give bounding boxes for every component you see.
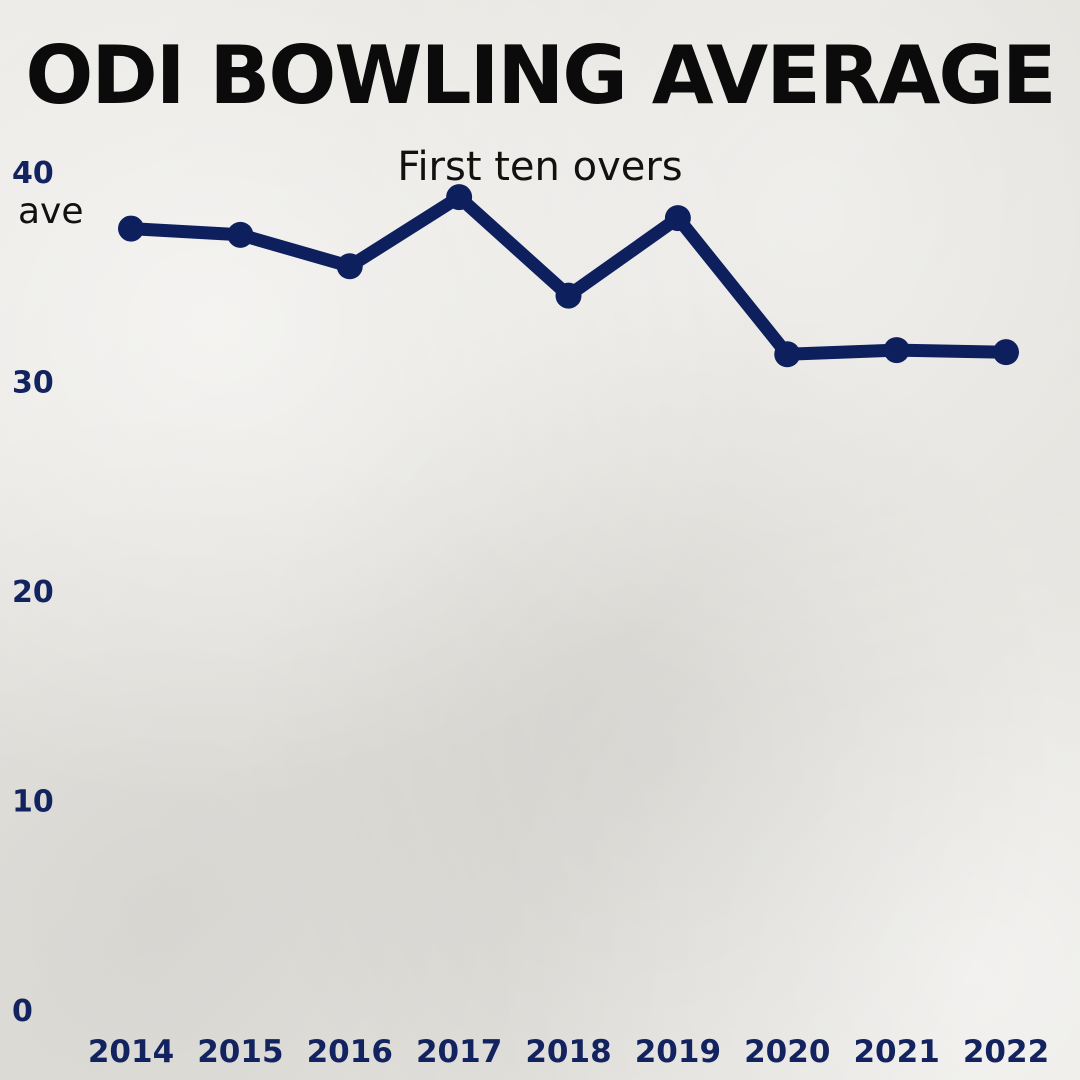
data-point-2014 [118,215,144,242]
x-tick-label: 2021 [853,1034,939,1070]
chart-title: ODI BOWLING AVERAGE [25,29,1056,122]
data-point-2021 [883,337,910,364]
x-tick-label: 2016 [307,1034,393,1070]
y-tick-label: 0 [12,994,33,1029]
data-point-2018 [555,282,582,309]
data-point-2019 [664,205,691,232]
x-tick-label: 2015 [197,1034,283,1070]
x-tick-label: 2022 [963,1034,1049,1070]
y-tick-label: 30 [12,366,54,401]
data-point-2022 [993,339,1019,366]
chart-subtitle: First ten overs [397,144,683,190]
y-axis-ticks: 0 10 20 30 40 [12,156,54,1029]
data-point-2017 [446,184,473,211]
y-tick-label: 20 [12,575,54,610]
x-tick-label: 2020 [744,1034,830,1070]
series-line [124,190,1013,361]
x-tick-label: 2018 [525,1034,611,1070]
series-group [118,184,1019,368]
x-tick-label: 2017 [416,1034,502,1070]
data-point-2016 [336,253,363,280]
x-axis-ticks: 2014 2015 2016 2017 2018 2019 2020 2021 2022 [88,1034,1049,1070]
x-tick-label: 2014 [88,1034,174,1070]
y-tick-label: 10 [12,785,54,820]
y-axis-label: ave [18,191,84,232]
y-tick-label: 40 [12,156,54,191]
data-point-2020 [774,341,801,368]
x-tick-label: 2019 [635,1034,721,1070]
data-point-2015 [227,221,254,248]
